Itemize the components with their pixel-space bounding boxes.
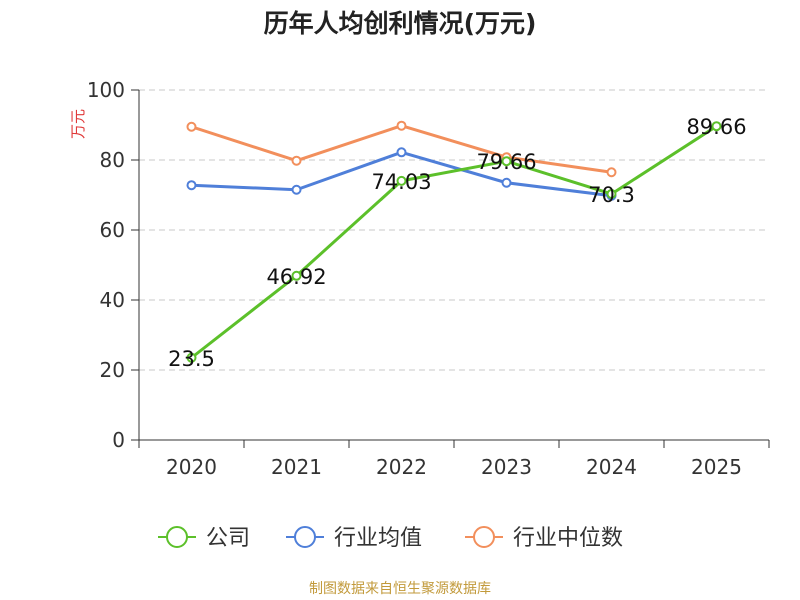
legend-label: 行业均值 (334, 526, 422, 551)
data-label: 70.3 (588, 183, 635, 207)
legend-marker (473, 526, 495, 548)
data-point (186, 121, 197, 132)
data-point (396, 147, 407, 158)
data-point (396, 175, 407, 186)
y-axis-label: 万元 (69, 109, 87, 139)
data-point (291, 184, 302, 195)
data-point (501, 177, 512, 188)
data-point (501, 156, 512, 167)
legend-item: 行业均值 (286, 526, 422, 551)
legend-item: 公司 (158, 526, 250, 551)
data-point (606, 167, 617, 178)
series-line-0 (190, 124, 718, 359)
data-point (291, 270, 302, 281)
chart-title: 历年人均创利情况(万元) (263, 9, 537, 38)
data-label: 79.66 (476, 150, 536, 174)
x-tick-label: 2024 (586, 455, 637, 479)
x-tick-label: 2022 (376, 455, 427, 479)
y-tick-label: 60 (100, 218, 125, 242)
data-label: 74.03 (371, 170, 431, 194)
x-tick-label: 2020 (166, 455, 217, 479)
legend-label: 行业中位数 (513, 526, 623, 551)
data-point (711, 121, 722, 132)
y-tick-label: 100 (87, 78, 125, 102)
y-tick-label: 40 (100, 288, 125, 312)
data-label: 46.92 (266, 265, 326, 289)
y-tick-label: 20 (100, 358, 125, 382)
series-layer (186, 120, 722, 363)
grid-layer (139, 89, 769, 371)
x-tick-label: 2023 (481, 455, 532, 479)
data-label: 89.66 (686, 115, 746, 139)
legend-item: 行业中位数 (465, 526, 623, 551)
data-point (396, 120, 407, 131)
axis-layer: 0 20 40 60 80 100 2020 2021 2022 2023 2024 2025 (87, 78, 770, 479)
data-source-note: 制图数据来自恒生聚源数据库 (309, 581, 491, 597)
data-point (186, 352, 197, 363)
data-label: 23.5 (168, 347, 215, 371)
x-tick-label: 2021 (271, 455, 322, 479)
data-point (606, 188, 617, 199)
data-point (291, 155, 302, 166)
data-point (186, 180, 197, 191)
x-tick-label: 2025 (691, 455, 742, 479)
legend-marker (294, 526, 316, 548)
legend: 公司 行业均值 行业中位数 (158, 526, 623, 551)
data-label-layer: 23.5 46.92 74.03 79.66 70.3 89.66 (168, 115, 746, 371)
legend-marker (166, 526, 188, 548)
y-tick-label: 80 (100, 148, 125, 172)
legend-label: 公司 (206, 526, 250, 551)
y-tick-label: 0 (112, 428, 125, 452)
